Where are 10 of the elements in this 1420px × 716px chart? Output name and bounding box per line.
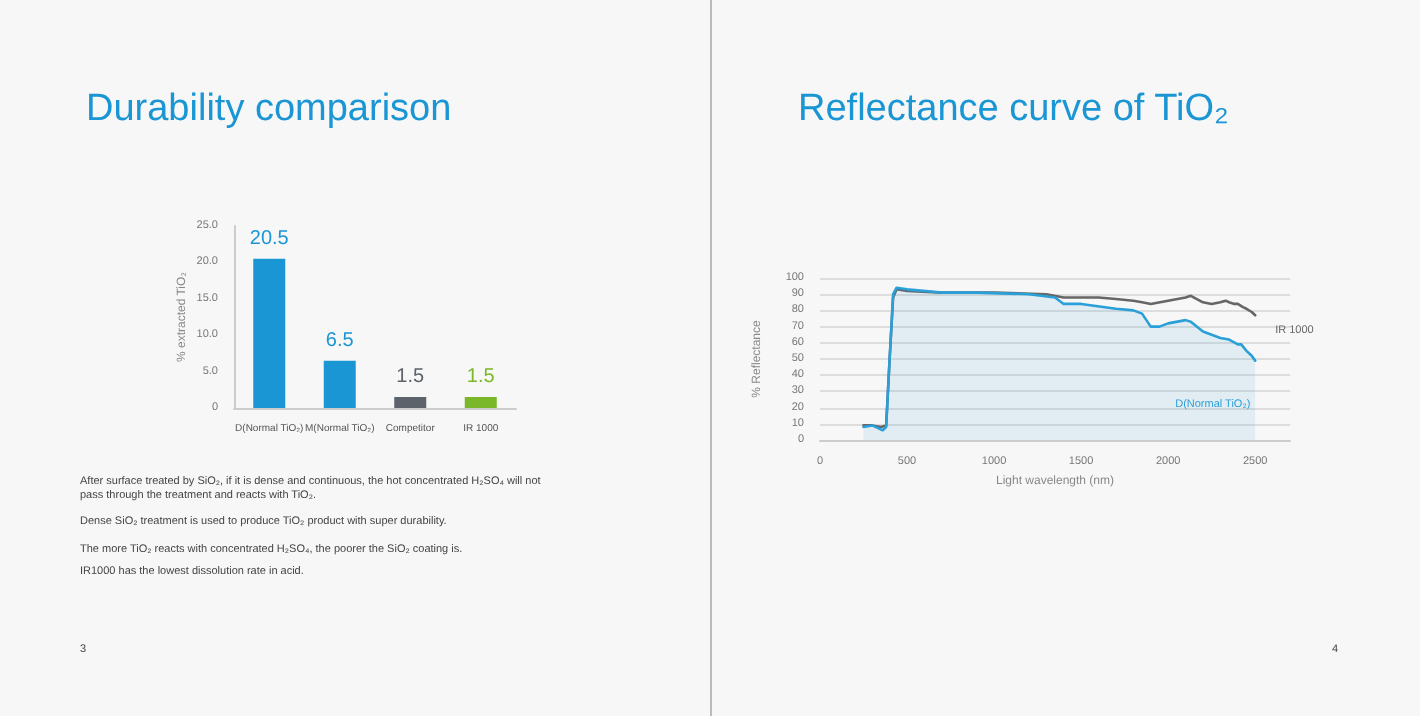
data-label: 6.5	[325, 329, 355, 352]
data-label: 1.5	[466, 366, 496, 389]
bar	[464, 397, 497, 408]
chart-title: Durability comparison	[86, 88, 452, 130]
data-label: 1.5	[396, 366, 426, 389]
bar	[323, 360, 356, 408]
bar	[394, 397, 427, 408]
chart-title: Reflectance curve of TiO₂	[798, 88, 1229, 130]
data-label: 20.5	[249, 227, 290, 250]
bar	[253, 258, 286, 408]
